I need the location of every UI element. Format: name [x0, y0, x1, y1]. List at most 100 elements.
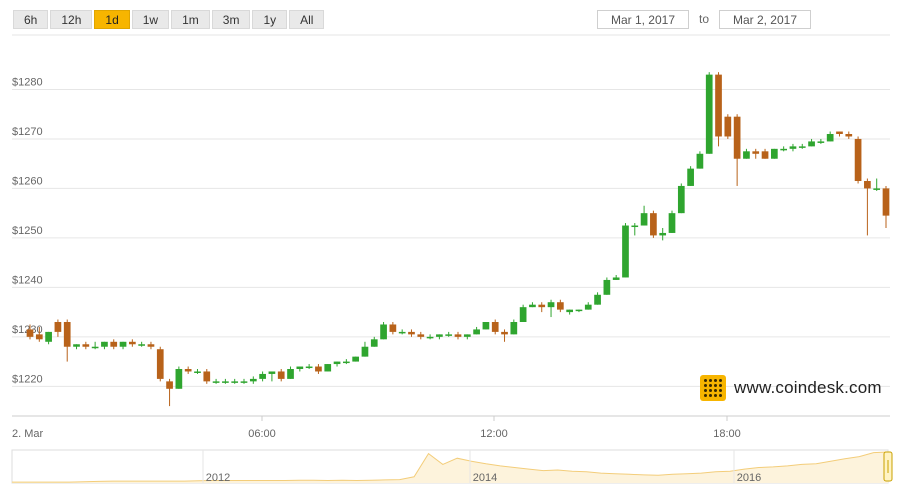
navigator-year-label: 2012: [206, 472, 230, 484]
candle-body: [640, 213, 648, 226]
candle-body: [501, 331, 508, 335]
candle-body: [166, 381, 173, 389]
candle-body: [473, 329, 480, 335]
candle-body: [194, 371, 201, 373]
candle-body: [575, 309, 583, 312]
candle-body: [370, 339, 378, 347]
candle-body: [277, 371, 285, 379]
candle-body: [231, 381, 239, 383]
candle-body: [817, 141, 825, 143]
navigator-area: [12, 452, 888, 483]
y-tick-label: $1240: [12, 274, 43, 286]
candle-body: [45, 331, 52, 342]
range-selector: 6h 12h 1d 1w 1m 3m 1y All: [13, 10, 325, 29]
candle-body: [864, 181, 871, 189]
candle-body: [259, 373, 266, 379]
candle-body: [296, 366, 304, 369]
candle-body: [138, 344, 146, 346]
candle-body: [845, 134, 853, 137]
range-button-6h[interactable]: 6h: [13, 10, 49, 29]
candle-body: [556, 302, 564, 310]
candle-body: [212, 381, 220, 383]
navigator-year-label: 2016: [737, 472, 761, 484]
candle-body: [342, 361, 350, 364]
candle-body: [529, 304, 536, 308]
candle-body: [324, 364, 332, 372]
candle-body: [315, 366, 322, 372]
candle-body: [836, 131, 843, 134]
candle-body: [436, 334, 443, 337]
candle-body: [882, 188, 890, 216]
candle-body: [687, 168, 694, 186]
watermark-text: www.coindesk.com: [734, 378, 882, 397]
candle-body: [110, 341, 118, 347]
candle-body: [222, 381, 229, 383]
range-button-3m[interactable]: 3m: [211, 10, 251, 29]
candle-body: [463, 334, 471, 337]
date-range-separator: to: [699, 12, 710, 26]
watermark: www.coindesk.com: [700, 375, 882, 401]
candle-body: [54, 322, 62, 332]
candle-body: [594, 294, 601, 305]
range-button-1m[interactable]: 1m: [171, 10, 210, 29]
date-from-field[interactable]: Mar 1, 2017: [597, 10, 689, 29]
candle-body: [454, 334, 462, 337]
y-tick-label: $1260: [12, 175, 43, 187]
y-tick-label: $1250: [12, 225, 43, 237]
range-button-1d[interactable]: 1d: [94, 10, 130, 29]
candle-body: [519, 307, 527, 322]
range-button-all[interactable]: All: [289, 10, 325, 29]
candle-body: [650, 213, 657, 236]
candle-body: [677, 185, 685, 214]
candle-body: [249, 378, 257, 382]
candle-body: [808, 141, 815, 147]
candle-body: [705, 74, 713, 154]
candle-body: [91, 346, 99, 349]
candle-body: [761, 151, 769, 159]
candle-body: [789, 146, 797, 149]
x-tick-label: 12:00: [480, 428, 508, 440]
navigator-year-label: 2014: [473, 472, 497, 484]
date-to-field[interactable]: Mar 2, 2017: [719, 10, 811, 29]
candle-body: [491, 322, 499, 332]
candle-body: [73, 344, 80, 347]
candle-body: [631, 225, 639, 228]
candle-body: [612, 277, 620, 280]
range-button-1w[interactable]: 1w: [131, 10, 170, 29]
x-tick-label: 18:00: [713, 428, 741, 440]
candle-body: [770, 148, 778, 159]
candle-body: [305, 366, 313, 369]
candle-body: [603, 279, 611, 295]
candle-body: [147, 344, 155, 347]
candle-body: [668, 213, 676, 233]
candle-body: [510, 322, 518, 335]
candle-body: [380, 324, 387, 340]
candle-body: [408, 331, 415, 335]
candle-body: [426, 336, 434, 339]
candle-body: [268, 371, 276, 374]
candle-body: [854, 138, 862, 181]
candle-body: [584, 304, 592, 310]
candle-body: [715, 74, 722, 137]
x-start-label: 2. Mar: [12, 428, 44, 440]
candle-body: [733, 116, 741, 159]
y-tick-label: $1270: [12, 126, 43, 138]
candle-body: [184, 369, 192, 372]
candle-body: [26, 329, 34, 337]
range-button-12h[interactable]: 12h: [50, 10, 93, 29]
candle-body: [175, 369, 183, 389]
candle-body: [128, 341, 136, 345]
candle-body: [352, 356, 360, 362]
range-button-1y[interactable]: 1y: [252, 10, 288, 29]
candle-body: [724, 116, 732, 137]
navigator-line: [12, 451, 889, 483]
candle-body: [333, 361, 341, 365]
candle-body: [547, 302, 555, 308]
candle-body: [743, 151, 750, 159]
candle-body: [622, 225, 629, 278]
candle-body: [417, 334, 425, 337]
candle-body: [659, 232, 667, 236]
candle-body: [538, 304, 546, 308]
candle-body: [798, 146, 806, 148]
